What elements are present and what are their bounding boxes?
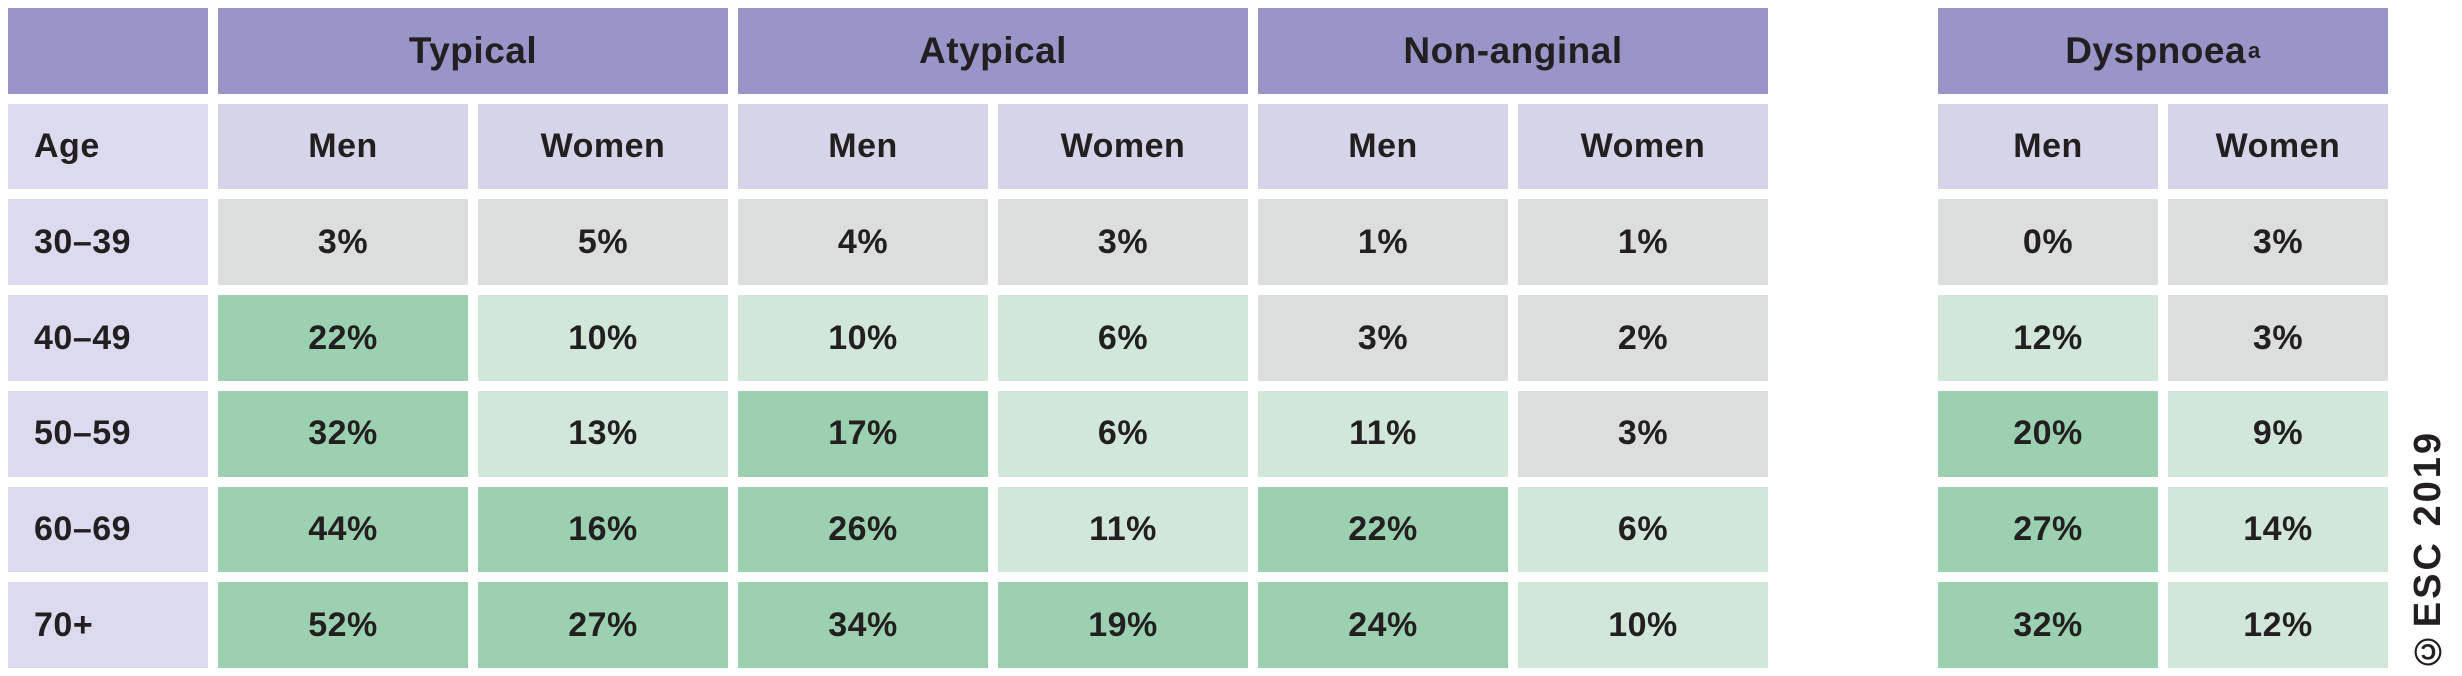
age-cell: 60–69: [8, 486, 208, 573]
atypical-women-header: Women: [998, 103, 1248, 190]
prob-cell: 1%: [1518, 199, 1768, 286]
prob-cell: 27%: [1938, 486, 2158, 573]
table-row: 50–59 32% 13% 17% 6% 11% 3% 20% 9%: [8, 390, 2388, 477]
prob-cell: 1%: [1258, 199, 1508, 286]
table-row: 30–39 3% 5% 4% 3% 1% 1% 0% 3%: [8, 199, 2388, 286]
column-spacer: [1778, 391, 1928, 477]
age-cell: 70+: [8, 582, 208, 669]
table-row: 70+ 52% 27% 34% 19% 24% 10% 32% 12%: [8, 582, 2388, 669]
prob-cell: 4%: [738, 199, 988, 286]
prob-cell: 17%: [738, 390, 988, 477]
prob-cell: 6%: [998, 390, 1248, 477]
table-row: 60–69 44% 16% 26% 11% 22% 6% 27% 14%: [8, 486, 2388, 573]
prob-cell: 3%: [2168, 295, 2388, 381]
prob-cell: 3%: [2168, 199, 2388, 286]
table-row: 40–49 22% 10% 10% 6% 3% 2% 12% 3%: [8, 295, 2388, 381]
group-header-dyspnoea: Dyspnoea a: [1938, 8, 2388, 94]
column-spacer: [1778, 295, 1928, 381]
prob-cell: 24%: [1258, 582, 1508, 669]
prob-cell: 52%: [218, 582, 468, 669]
age-column-header: Age: [8, 103, 208, 190]
column-spacer: [1778, 104, 1928, 190]
age-cell: 50–59: [8, 390, 208, 477]
prob-cell: 2%: [1518, 295, 1768, 381]
age-cell: 30–39: [8, 199, 208, 286]
group-header-label: Typical: [408, 29, 538, 71]
prob-cell: 12%: [1938, 295, 2158, 381]
column-spacer: [1778, 487, 1928, 573]
pretest-probability-table: Typical Atypical Non-anginal Dyspnoea a A…: [8, 8, 2388, 669]
prob-cell: 20%: [1938, 390, 2158, 477]
prob-cell: 10%: [1518, 582, 1768, 669]
group-header-row: Typical Atypical Non-anginal Dyspnoea a: [8, 8, 2388, 94]
prob-cell: 3%: [1258, 295, 1508, 381]
prob-cell: 22%: [1258, 486, 1508, 573]
typical-men-header: Men: [218, 103, 468, 190]
column-spacer: [1778, 199, 1928, 285]
esc-copyright-watermark: ©ESC 2019: [2407, 429, 2449, 672]
prob-cell: 6%: [998, 295, 1248, 381]
prob-cell: 9%: [2168, 390, 2388, 477]
sex-header-row: Age Men Women Men Women Men Women Men Wo…: [8, 103, 2388, 190]
prob-cell: 0%: [1938, 199, 2158, 286]
group-header-label: Dyspnoea: [2065, 29, 2247, 71]
prob-cell: 44%: [218, 486, 468, 573]
typical-women-header: Women: [478, 103, 728, 190]
prob-cell: 19%: [998, 582, 1248, 669]
prob-cell: 3%: [998, 199, 1248, 286]
non-anginal-women-header: Women: [1518, 103, 1768, 190]
prob-cell: 13%: [478, 390, 728, 477]
column-spacer: [1778, 8, 1928, 94]
prob-cell: 27%: [478, 582, 728, 669]
group-header-label: Non-anginal: [1403, 29, 1623, 71]
corner-cell: [8, 8, 208, 94]
group-header-label: Atypical: [919, 29, 1067, 71]
prob-cell: 26%: [738, 486, 988, 573]
age-cell: 40–49: [8, 295, 208, 381]
prob-cell: 14%: [2168, 486, 2388, 573]
prob-cell: 32%: [1938, 582, 2158, 669]
prob-cell: 3%: [1518, 390, 1768, 477]
prob-cell: 11%: [998, 486, 1248, 573]
prob-cell: 6%: [1518, 486, 1768, 573]
non-anginal-men-header: Men: [1258, 103, 1508, 190]
group-header-typical: Typical: [218, 8, 728, 94]
group-header-non-anginal: Non-anginal: [1258, 8, 1768, 94]
prob-cell: 10%: [478, 295, 728, 381]
dyspnoea-women-header: Women: [2168, 103, 2388, 190]
prob-cell: 3%: [218, 199, 468, 286]
prob-cell: 11%: [1258, 390, 1508, 477]
prob-cell: 5%: [478, 199, 728, 286]
prob-cell: 16%: [478, 486, 728, 573]
prob-cell: 12%: [2168, 582, 2388, 669]
group-header-atypical: Atypical: [738, 8, 1248, 94]
prob-cell: 10%: [738, 295, 988, 381]
column-spacer: [1778, 582, 1928, 668]
prob-cell: 32%: [218, 390, 468, 477]
atypical-men-header: Men: [738, 103, 988, 190]
dyspnoea-men-header: Men: [1938, 103, 2158, 190]
prob-cell: 22%: [218, 295, 468, 381]
prob-cell: 34%: [738, 582, 988, 669]
